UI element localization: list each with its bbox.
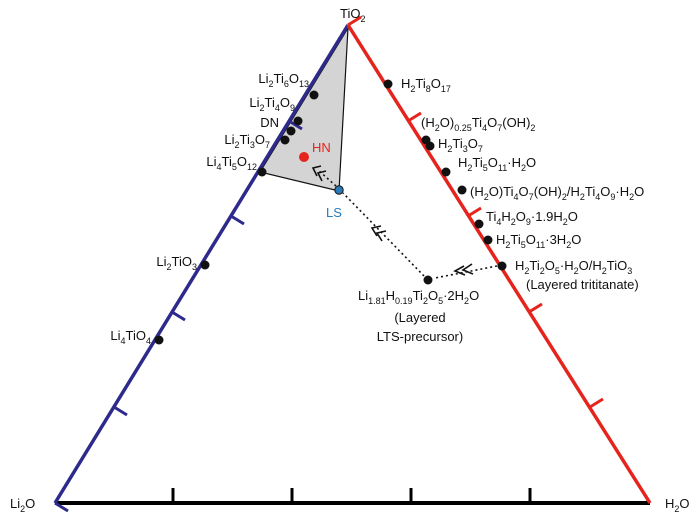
label-ti4h2o9: Ti4H2O9·1.9H2O xyxy=(486,209,578,227)
label-dn: DN xyxy=(260,115,279,130)
label-li2ti4o9: Li2Ti4O9 xyxy=(249,95,295,113)
label-h2o-ti4o7-oh2: (H2O)0.25Ti4O7(OH)2 xyxy=(421,115,535,133)
label-h2ti8o17: H2Ti8O17 xyxy=(401,76,451,94)
label-li4tio4: Li4TiO4 xyxy=(110,328,151,346)
left-edge-ticks xyxy=(54,119,303,513)
vertex-label-li2o: Li2O xyxy=(10,496,35,514)
label-h2ti3o7: H2Ti3O7 xyxy=(438,136,483,154)
point-li4ti5o12 xyxy=(257,167,267,177)
label-h2ti5o11-3h2o: H2Ti5O11·3H2O xyxy=(496,232,581,250)
label-li4ti5o12: Li4Ti5O12 xyxy=(206,154,257,172)
right-edge-ticks xyxy=(347,15,604,409)
point-h2o-ti4o7-oh2-h2ti4o9 xyxy=(457,185,467,195)
vertex-label-h2o: H2O xyxy=(665,496,690,514)
point-ls xyxy=(334,185,344,195)
vertex-label-tio2: TiO2 xyxy=(340,6,365,24)
point-li2ti3o7 xyxy=(280,135,290,145)
point-ti4h2o9 xyxy=(474,219,484,229)
right-edge-points xyxy=(383,79,507,271)
label-h2o-ti4o7-oh2-h2ti4o9: (H2O)Ti4O7(OH)2/H2Ti4O9·H2O xyxy=(470,184,644,202)
label-h2ti2o5: H2Ti2O5·H2O/H2TiO3 xyxy=(515,258,632,276)
point-h2ti8o17 xyxy=(383,79,393,89)
label-li2ti3o7: Li2Ti3O7 xyxy=(224,132,270,150)
label-lts-precursor-line2: LTS-precursor) xyxy=(377,329,463,344)
point-li2tio3 xyxy=(200,260,210,270)
label-lts-precursor-line1: (Layered xyxy=(394,310,445,325)
label-hn: HN xyxy=(312,140,331,155)
label-li2tio3: Li2TiO3 xyxy=(156,254,197,272)
bottom-edge-ticks xyxy=(171,488,532,503)
point-dn xyxy=(286,126,296,136)
transformation-arrowheads xyxy=(311,165,474,276)
point-li2ti4o9 xyxy=(293,116,303,126)
point-lts-precursor xyxy=(423,275,433,285)
point-h2ti2o5 xyxy=(497,261,507,271)
point-h2ti5o11-3h2o xyxy=(483,235,493,245)
label-li2ti6o13: Li2Ti6O13 xyxy=(258,71,309,89)
point-li2ti6o13 xyxy=(309,90,319,100)
label-lts-precursor-formula: Li1.81H0.19Ti2O5·2H2O xyxy=(358,288,479,306)
left-edge-points xyxy=(154,90,319,345)
label-layered-trititanate: (Layered trititanate) xyxy=(526,277,639,292)
point-hn xyxy=(299,152,309,162)
point-h2ti3o7 xyxy=(425,141,435,151)
point-li4tio4 xyxy=(154,335,164,345)
label-h2ti5o11-h2o: H2Ti5O11·H2O xyxy=(458,155,536,173)
label-ls: LS xyxy=(326,205,342,220)
point-h2ti5o11-h2o xyxy=(441,167,451,177)
